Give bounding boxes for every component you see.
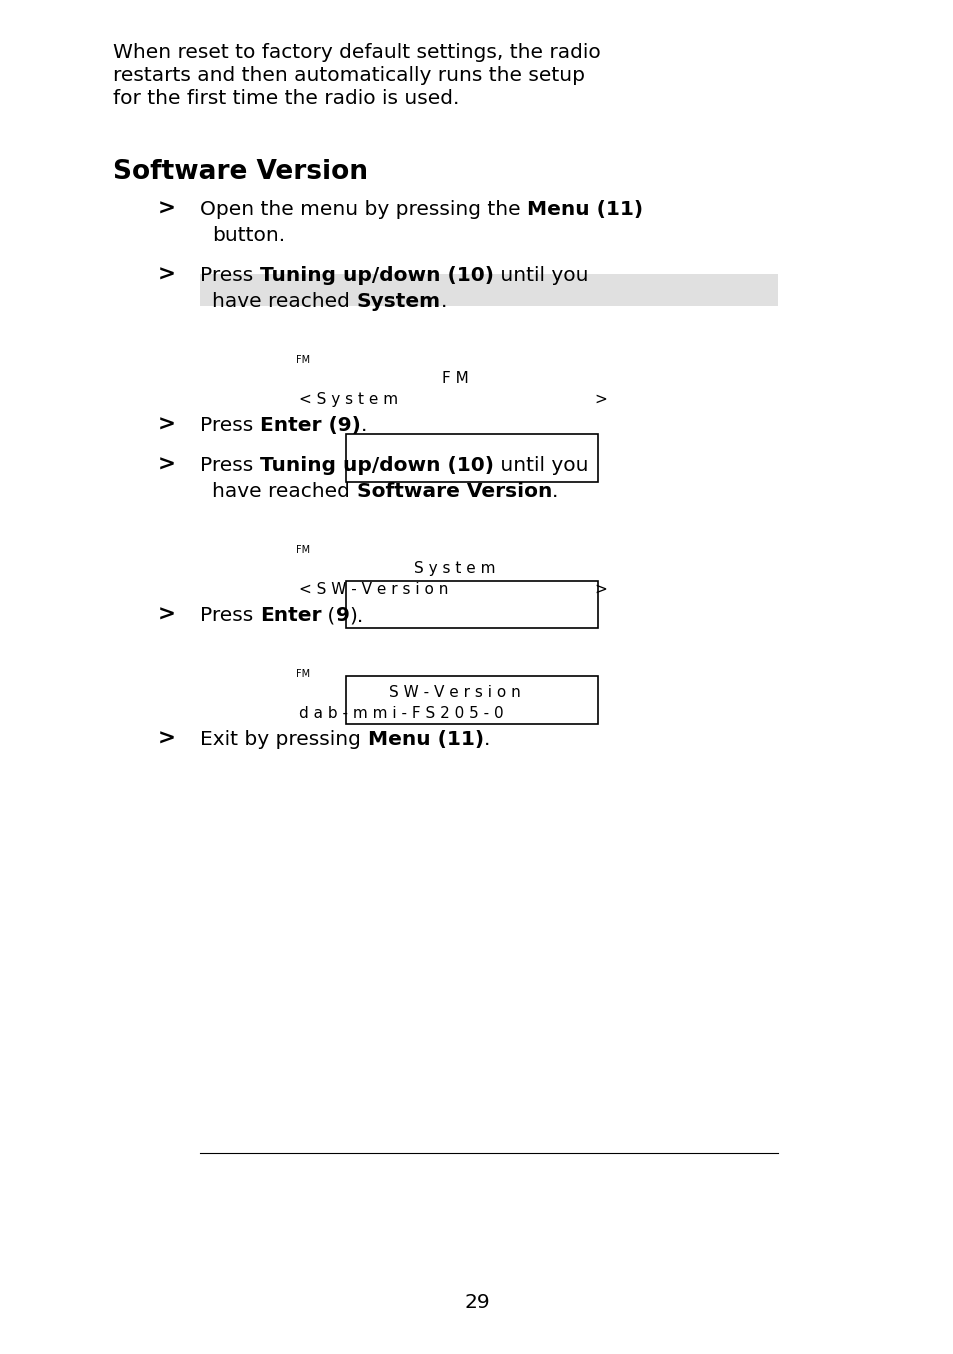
Text: .: . bbox=[483, 730, 490, 749]
Text: .: . bbox=[552, 482, 558, 501]
Bar bbox=[346, 676, 597, 724]
Text: S y s t e m: S y s t e m bbox=[414, 561, 496, 575]
Text: >: > bbox=[157, 199, 175, 219]
Text: (: ( bbox=[321, 607, 335, 626]
Text: Software Version: Software Version bbox=[356, 482, 552, 501]
Text: for the first time the radio is used.: for the first time the radio is used. bbox=[112, 89, 458, 108]
Text: Menu (11): Menu (11) bbox=[527, 200, 642, 219]
Text: Press: Press bbox=[200, 456, 259, 475]
Text: >: > bbox=[594, 391, 607, 406]
Text: When reset to factory default settings, the radio: When reset to factory default settings, … bbox=[112, 43, 599, 62]
Text: 29: 29 bbox=[464, 1293, 489, 1312]
Text: < S W - V e r s i o n: < S W - V e r s i o n bbox=[298, 582, 448, 597]
Text: button.: button. bbox=[213, 226, 285, 245]
Text: System: System bbox=[356, 292, 440, 311]
Text: S W - V e r s i o n: S W - V e r s i o n bbox=[389, 685, 520, 700]
Text: >: > bbox=[157, 455, 175, 475]
Text: ).: ). bbox=[349, 607, 363, 626]
Text: FM: FM bbox=[295, 546, 310, 555]
Text: Enter: Enter bbox=[259, 607, 321, 626]
Text: restarts and then automatically runs the setup: restarts and then automatically runs the… bbox=[112, 66, 584, 85]
Text: Press: Press bbox=[200, 607, 259, 626]
Text: have reached: have reached bbox=[213, 292, 356, 311]
Text: >: > bbox=[157, 605, 175, 626]
Text: d a b - m m i - F S 2 0 5 - 0: d a b - m m i - F S 2 0 5 - 0 bbox=[298, 705, 503, 720]
Bar bbox=[200, 274, 777, 306]
Text: .: . bbox=[360, 416, 367, 435]
Text: have reached: have reached bbox=[213, 482, 356, 501]
Text: 9: 9 bbox=[335, 607, 349, 626]
Text: Tuning up/down (10): Tuning up/down (10) bbox=[259, 456, 494, 475]
Text: FM: FM bbox=[295, 669, 310, 678]
Text: until you: until you bbox=[494, 265, 588, 284]
Text: >: > bbox=[157, 265, 175, 284]
Text: Software Version: Software Version bbox=[112, 158, 367, 185]
Text: < S y s t e m: < S y s t e m bbox=[298, 391, 397, 406]
Text: Menu (11): Menu (11) bbox=[367, 730, 483, 749]
Text: Press: Press bbox=[200, 265, 259, 284]
Text: Press: Press bbox=[200, 416, 259, 435]
Text: >: > bbox=[157, 728, 175, 749]
Text: >: > bbox=[594, 582, 607, 597]
Text: until you: until you bbox=[494, 456, 588, 475]
Text: Enter (9): Enter (9) bbox=[259, 416, 360, 435]
Text: Tuning up/down (10): Tuning up/down (10) bbox=[259, 265, 494, 284]
Text: .: . bbox=[440, 292, 447, 311]
Text: F M: F M bbox=[441, 371, 468, 386]
Text: FM: FM bbox=[295, 355, 310, 366]
Text: Exit by pressing: Exit by pressing bbox=[200, 730, 367, 749]
Bar bbox=[346, 435, 597, 482]
Text: >: > bbox=[157, 414, 175, 435]
Text: Open the menu by pressing the: Open the menu by pressing the bbox=[200, 200, 527, 219]
Bar bbox=[346, 581, 597, 628]
